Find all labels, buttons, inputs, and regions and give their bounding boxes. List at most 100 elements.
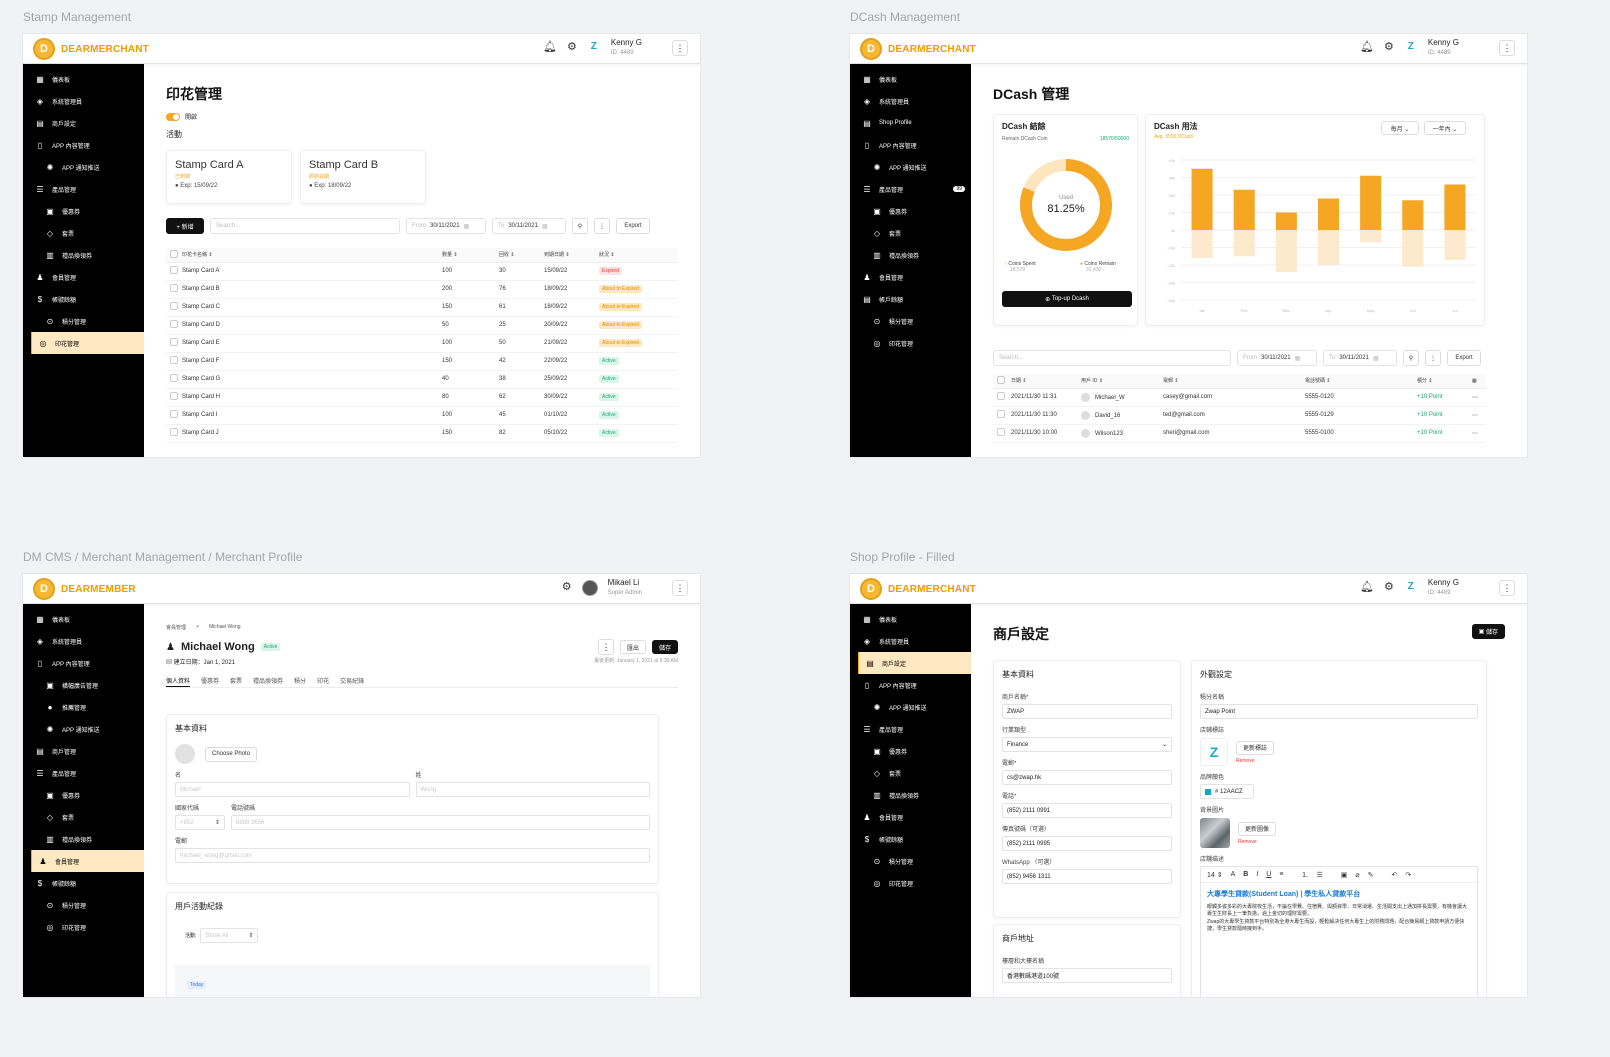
table-row[interactable]: 2021/11/30 10:00 Wilson123 sheri@gmail.com… [993, 424, 1486, 443]
row-checkbox[interactable] [170, 392, 178, 400]
email-input[interactable]: michael_wong@gmail.com [175, 848, 650, 863]
row-checkbox[interactable] [997, 392, 1005, 400]
rich-text-editor[interactable]: 14 ⇕ A B I U ≡ ⒈ ☰ ▣ ⌀ ✎ ↶ ↷ 大專學生貸款(Student Loan) | … [1200, 866, 1478, 997]
sidebar-item[interactable]: ☰ 產品管理 [850, 718, 971, 740]
sidebar-item[interactable]: ▣ 優惠券 [850, 740, 971, 762]
tab-item[interactable]: 交易紀錄 [340, 679, 365, 685]
sidebar-item[interactable]: ▥ 禮品換領券 [850, 784, 971, 806]
user-info[interactable]: Kenny G ID: 4489 [1427, 578, 1459, 596]
sidebar-item[interactable]: ▥ 禮品換領券 [23, 828, 144, 850]
sidebar-item[interactable]: ⊙ 積分管理 [23, 310, 144, 332]
sidebar-item[interactable]: ▦ 儀表板 [850, 608, 971, 630]
filter-icon[interactable]: ⚲ [572, 218, 588, 234]
sidebar-item[interactable]: ◇ 套票 [23, 806, 144, 828]
stamp-card[interactable]: Stamp Card B 即將過期 ● Exp: 18/09/22 [300, 150, 426, 204]
sidebar-item[interactable]: ☰ 產品管理 [23, 178, 144, 200]
choose-photo-button[interactable]: Choose Photo [205, 746, 258, 762]
gear-icon[interactable]: ⚙ [561, 581, 572, 594]
period-select[interactable]: 每月 ⌄ [1381, 121, 1419, 135]
more-icon[interactable]: ⋮ [594, 218, 610, 234]
sidebar-item[interactable]: ✺ APP 通知推送 [23, 718, 144, 740]
bell-icon[interactable]: 🔔︎ [1360, 581, 1374, 594]
remove-logo-link[interactable]: Remove [1236, 757, 1255, 764]
bell-icon[interactable]: 🔔︎ [1360, 41, 1374, 54]
sidebar-item[interactable]: ◇ 套票 [850, 222, 971, 244]
sidebar-item[interactable]: ◎ 印花管理 [850, 332, 971, 354]
brand-logo[interactable]: D DEARMERCHANT [860, 578, 976, 600]
row-checkbox[interactable] [997, 428, 1005, 436]
sidebar-item[interactable]: ◈ 系統管理員 [23, 90, 144, 112]
whatsapp-input[interactable]: (852) 9456 1311 [1002, 869, 1172, 884]
sidebar-item[interactable]: $ 帳號餘額 [23, 872, 144, 894]
sidebar-item[interactable]: ▯ APP 內容管理 [850, 134, 971, 156]
sidebar-item[interactable]: $ 帳號餘額 [850, 828, 971, 850]
more-icon[interactable]: ⋮ [597, 639, 614, 655]
add-button[interactable]: + 新增 [166, 218, 204, 234]
sidebar-item[interactable]: ◈ 系統管理員 [850, 630, 971, 652]
save-button[interactable]: ▣ 儲存 [1471, 624, 1505, 639]
sidebar-item[interactable]: ◈ 系統管理員 [850, 90, 971, 112]
row-more-icon[interactable]: ⋯ [1472, 424, 1486, 443]
sidebar-item[interactable]: ▤ Shop Profile [850, 112, 971, 134]
table-row[interactable]: Stamp Card I 100 45 01/10/22 Active [166, 406, 678, 425]
to-date[interactable]: To 30/11/2021 ▦ [492, 218, 566, 234]
sidebar-item[interactable]: ▤ 商戶設定 [858, 652, 971, 674]
tab-item[interactable]: 禮品換領券 [253, 679, 284, 685]
search-input[interactable]: Search... [993, 350, 1231, 366]
fax-input[interactable]: (852) 2111 0995 [1002, 836, 1172, 851]
export-button[interactable]: 匯出 [619, 640, 646, 654]
stamp-card[interactable]: Stamp Card A 已到期 ● Exp: 15/09/22 [166, 150, 292, 204]
sidebar-item[interactable]: ⊙ 積分管理 [23, 894, 144, 916]
table-row[interactable]: Stamp Card A 100 30 15/09/22 Expired [166, 262, 678, 281]
sidebar-item[interactable]: ✺ APP 通知推送 [23, 156, 144, 178]
user-info[interactable]: Kenny G ID: 4489 [610, 38, 642, 56]
bell-icon[interactable]: 🔔︎ [543, 41, 557, 54]
sidebar-item[interactable]: ▦ 儀表板 [23, 68, 144, 90]
sidebar-item[interactable]: ♟ 會員管理 [850, 266, 971, 288]
last-name-input[interactable]: Wong [415, 782, 650, 797]
sidebar-item[interactable]: ▦ 儀表板 [23, 608, 144, 630]
zwap-avatar[interactable]: Z [1407, 580, 1414, 592]
table-row[interactable]: Stamp Card D 50 25 20/09/22 About to Expired [166, 316, 678, 335]
row-checkbox[interactable] [170, 338, 178, 346]
sidebar-item[interactable]: ♟ 會員管理 [850, 806, 971, 828]
sidebar-item[interactable]: ◎ 印花管理 [23, 916, 144, 938]
table-row[interactable]: Stamp Card H 80 62 30/09/22 Active [166, 388, 678, 407]
range-select[interactable]: 一年內 ⌄ [1424, 121, 1466, 135]
more-icon[interactable]: ⋮ [1499, 39, 1515, 56]
save-button[interactable]: 儲存 [651, 640, 678, 654]
sidebar-item[interactable]: ▦ 儀表板 [850, 68, 971, 90]
sidebar-item[interactable]: ▣ 橫幅廣告管理 [23, 674, 144, 696]
activity-filter-select[interactable]: Show All ⇕ [200, 928, 259, 943]
table-row[interactable]: 2021/11/30 11:31 Michael_W casey@gmail.com… [993, 388, 1486, 407]
tab-item[interactable]: 套票 [230, 679, 243, 685]
sidebar-item[interactable]: ▤ 商戶設定 [23, 112, 144, 134]
topup-button[interactable]: ⊕ Top-up Dcash [1002, 291, 1132, 307]
sidebar-item[interactable]: ▤ 商戶管理 [23, 740, 144, 762]
row-more-icon[interactable]: ⋯ [1472, 406, 1486, 425]
sidebar-item[interactable]: ⊙ 積分管理 [850, 850, 971, 872]
search-input[interactable]: Search... [210, 218, 400, 234]
tab-item[interactable]: 積分 [294, 679, 307, 685]
sidebar-item[interactable]: $ 帳號餘額 [23, 288, 144, 310]
sidebar-item[interactable]: ▤ 帳戶餘額 [850, 288, 971, 310]
avatar[interactable] [581, 579, 598, 596]
sidebar-item[interactable]: ✺ APP 通知推送 [850, 696, 971, 718]
table-row[interactable]: Stamp Card C 150 61 18/09/22 About to Expire… [166, 298, 678, 317]
tab-item[interactable]: 印花 [317, 679, 330, 685]
point-name-input[interactable]: Zwap Point [1200, 704, 1478, 719]
row-checkbox[interactable] [997, 410, 1005, 418]
user-info[interactable]: Mikael Li Super Admin [607, 578, 642, 596]
row-checkbox[interactable] [170, 356, 178, 364]
country-code-select[interactable]: +852 ⇕ [175, 815, 225, 830]
sidebar-item[interactable]: ♟ 會員管理 [23, 266, 144, 288]
sidebar-item[interactable]: ◇ 套票 [23, 222, 144, 244]
table-row[interactable]: 2021/11/30 11:30 David_16 ted@gmail.com 555… [993, 406, 1486, 425]
export-button[interactable]: Export [616, 218, 650, 234]
email-input[interactable]: cs@zwap.hk [1002, 770, 1172, 785]
zwap-avatar[interactable]: Z [590, 40, 597, 52]
sidebar-item[interactable]: ☰ 產品管理 99 [850, 178, 971, 200]
enable-toggle[interactable] [166, 112, 180, 121]
filter-icon[interactable]: ⚲ [1403, 350, 1419, 366]
sidebar-item[interactable]: ◎ 印花管理 [850, 872, 971, 894]
